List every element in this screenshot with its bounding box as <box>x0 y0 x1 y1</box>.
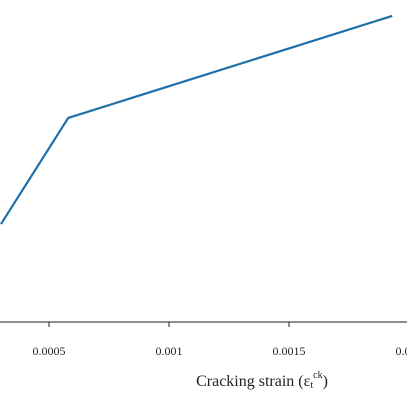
x-label-end: ) <box>323 373 328 390</box>
data-line <box>0 14 393 225</box>
x-label-sub: t <box>310 380 313 391</box>
x-label-text: Cracking strain (ε <box>196 373 311 390</box>
x-axis-label: Cracking strain (εtck) <box>196 370 328 391</box>
x-tick-label: 0.001 <box>156 344 183 358</box>
x-tick-label: 0.002 <box>396 344 407 358</box>
x-tick-label: 0.0005 <box>33 344 66 358</box>
x-tick-label: 0.0015 <box>273 344 306 358</box>
x-label-sup: ck <box>313 370 322 381</box>
